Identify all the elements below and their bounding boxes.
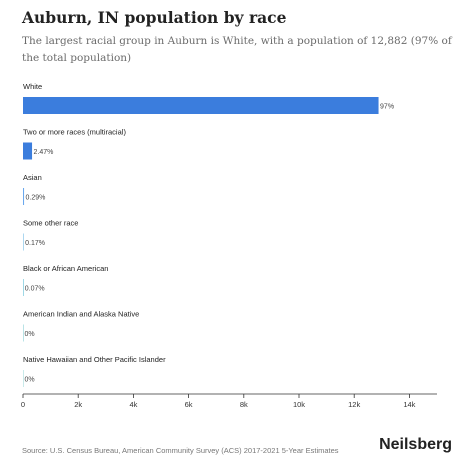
x-tick-label: 6k [185,400,193,409]
data-label: 0.29% [26,195,46,202]
chart-title: Auburn, IN population by race [22,8,287,27]
category-label: Native Hawaiian and Other Pacific Island… [23,355,166,364]
data-label: 0% [25,331,35,338]
bar [23,97,379,114]
data-label: 0.07% [25,286,45,293]
x-tick-label: 10k [293,400,305,409]
category-label: Some other race [23,219,78,228]
category-label: American Indian and Alaska Native [23,310,139,319]
category-label: Black or African American [23,264,108,273]
x-tick-label: 2k [74,400,82,409]
category-label: Two or more races (multiracial) [23,128,126,137]
source-note: Source: U.S. Census Bureau, American Com… [22,446,339,455]
category-label: Asian [23,173,42,182]
x-tick-label: 12k [348,400,360,409]
chart-subtitle: The largest racial group in Auburn is Wh… [22,35,452,64]
bar [23,233,24,251]
bar [23,142,33,160]
bar [23,188,25,205]
x-tick-label: 4k [129,400,137,409]
x-tick-label: 0 [21,400,25,409]
category-label: White [23,82,42,91]
x-tick-label: 14k [403,400,415,409]
data-label: 2.47% [34,149,54,156]
data-label: 97% [380,104,394,111]
x-tick-label: 8k [240,400,248,409]
data-label: 0.17% [25,240,45,247]
brand-logo: Neilsberg [379,436,452,453]
data-label: 0% [25,377,35,384]
